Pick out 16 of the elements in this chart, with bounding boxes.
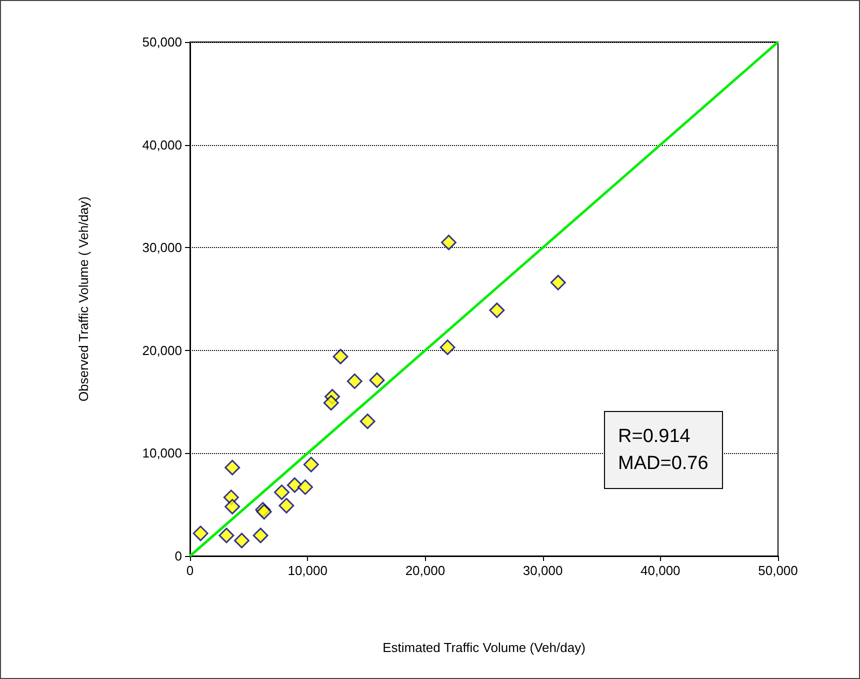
x-tick-label: 30,000 bbox=[522, 563, 563, 578]
y-axis-title: Observed Traffic Volume ( Veh/day) bbox=[76, 196, 91, 402]
annotation: R=0.914 bbox=[618, 426, 691, 447]
y-tick-label: 20,000 bbox=[142, 342, 182, 358]
y-tick-label: 10,000 bbox=[142, 446, 182, 461]
y-tick-label: 40,000 bbox=[142, 137, 182, 152]
x-tick-label: 40,000 bbox=[640, 563, 680, 578]
y-tick-label: 50,000 bbox=[142, 34, 182, 50]
x-tick-label: 0 bbox=[186, 563, 194, 578]
x-tick-label: 50,000 bbox=[758, 563, 798, 578]
y-tick-label: 30,000 bbox=[142, 240, 182, 256]
x-tick-label: 10,000 bbox=[288, 563, 328, 578]
x-axis-title: Estimated Traffic Volume (Veh/day) bbox=[382, 640, 586, 655]
y-tick-label: 0 bbox=[174, 548, 182, 564]
annotation: MAD=0.76 bbox=[618, 453, 708, 474]
x-tick-label: 20,000 bbox=[405, 563, 446, 578]
